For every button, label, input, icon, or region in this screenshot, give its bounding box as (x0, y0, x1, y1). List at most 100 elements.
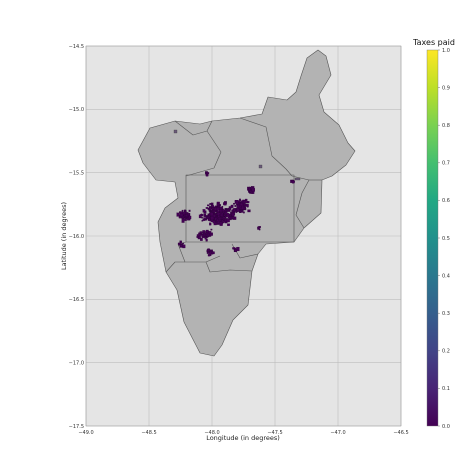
parcel-point (235, 200, 239, 205)
parcel-point (202, 209, 206, 213)
parcel-point (209, 251, 212, 255)
parcel-point (216, 207, 220, 211)
region-border-west-central (185, 130, 222, 177)
parcel-point (214, 207, 218, 211)
parcel-point (199, 231, 203, 234)
parcel-point (245, 203, 249, 207)
parcel-point (211, 251, 215, 255)
parcel-point (239, 203, 243, 206)
region-border-east (291, 175, 310, 229)
parcel-point (225, 209, 228, 212)
parcel-point (221, 216, 223, 219)
parcel-point (213, 212, 216, 214)
parcel-point (210, 212, 214, 217)
parcel-point (208, 218, 211, 221)
parcel-point (211, 207, 215, 210)
colorbar-tick-label: 0.8 (442, 123, 450, 129)
y-tick-label: −17.0 (69, 360, 84, 366)
x-tick-label: −48.5 (141, 430, 156, 436)
parcel-point (231, 213, 235, 217)
parcel-point (208, 210, 211, 212)
colorbar-tick-label: 0.7 (442, 161, 450, 167)
parcel-point (209, 222, 212, 226)
parcel-point (200, 237, 203, 241)
parcel-point (243, 207, 246, 210)
parcel-point (226, 218, 230, 223)
parcel-point (219, 209, 223, 212)
parcel-point (218, 217, 221, 220)
parcel-point (207, 204, 210, 207)
parcel-point (203, 217, 206, 220)
parcel-point (196, 235, 199, 238)
parcel-point (176, 212, 180, 217)
parcel-point (259, 226, 261, 228)
y-tick-label: −17.5 (69, 424, 84, 430)
parcel-point (185, 214, 188, 217)
parcel-point (235, 211, 238, 213)
parcel-point (240, 200, 243, 203)
parcel-point (202, 230, 206, 233)
parcel-point (234, 205, 237, 207)
colorbar-tick-label: 0.1 (442, 386, 450, 392)
map-axes-frame (85, 45, 402, 427)
region-border-south-central (205, 261, 253, 273)
parcel-point (212, 220, 216, 224)
parcel-point (219, 213, 222, 216)
region-border-south-left (165, 261, 185, 273)
parcel-point (211, 204, 214, 208)
parcel-point (240, 209, 243, 212)
parcel-point (249, 190, 252, 193)
parcel-point (219, 221, 223, 226)
parcel-point (179, 241, 182, 243)
parcel-point (238, 202, 240, 204)
parcel-point (196, 234, 199, 237)
colorbar-tick-label: 0.5 (442, 236, 450, 242)
y-tick-label: −16.5 (69, 297, 84, 303)
parcel-point (204, 236, 207, 240)
parcel-point (236, 246, 240, 252)
outlier-marker (258, 164, 263, 169)
parcel-point (236, 208, 240, 212)
parcel-point (251, 187, 255, 192)
x-axis-label: Longitude (in degrees) (206, 434, 280, 442)
colorbar-tick-label: 0.9 (442, 85, 450, 91)
colorbar-tick-label: 0.3 (442, 311, 450, 317)
x-tick-label: −46.5 (393, 430, 408, 436)
parcel-point (222, 216, 226, 219)
parcel-point (198, 214, 202, 219)
parcel-point (222, 209, 225, 212)
x-tick-label: −47.0 (330, 430, 345, 436)
parcel-point (243, 200, 247, 203)
parcel-point (181, 243, 184, 245)
x-tick-label: −49.0 (78, 430, 93, 436)
parcel-point (232, 216, 235, 219)
parcel-point (234, 249, 238, 252)
parcel-point (201, 234, 204, 237)
parcel-point (206, 215, 209, 218)
colorbar-tick-label: 1.0 (442, 48, 450, 54)
region-central-rectangle (185, 174, 295, 243)
parcel-point (214, 213, 217, 215)
parcel-point (180, 244, 183, 247)
parcel-point (219, 207, 223, 210)
outlier-marker (294, 177, 301, 181)
parcel-point (207, 254, 211, 257)
region-border-center-north (239, 117, 293, 177)
parcel-point (206, 172, 210, 175)
colorbar (426, 49, 439, 427)
parcel-point (233, 202, 236, 205)
x-tick-labels: −49.0 −48.5 −48.0 −47.5 −47.0 −46.5 (78, 430, 408, 436)
outlier-markers (173, 129, 301, 181)
parcel-point (248, 187, 251, 190)
y-tick-label: −14.5 (69, 44, 84, 50)
parcel-point (201, 217, 204, 219)
parcel-point (209, 207, 212, 210)
parcel-point (187, 213, 190, 216)
parcel-point (243, 211, 245, 214)
parcel-point (212, 210, 215, 212)
parcel-point (207, 251, 210, 254)
parcel-point (181, 209, 184, 212)
colorbar-tick-label: 0.2 (442, 349, 450, 355)
colorbar-tick-labels: 0.0 0.1 0.2 0.3 0.4 0.5 0.6 0.7 0.8 0.9 1.0 (438, 48, 450, 430)
colorbar-tick-label: 0.6 (442, 198, 450, 204)
